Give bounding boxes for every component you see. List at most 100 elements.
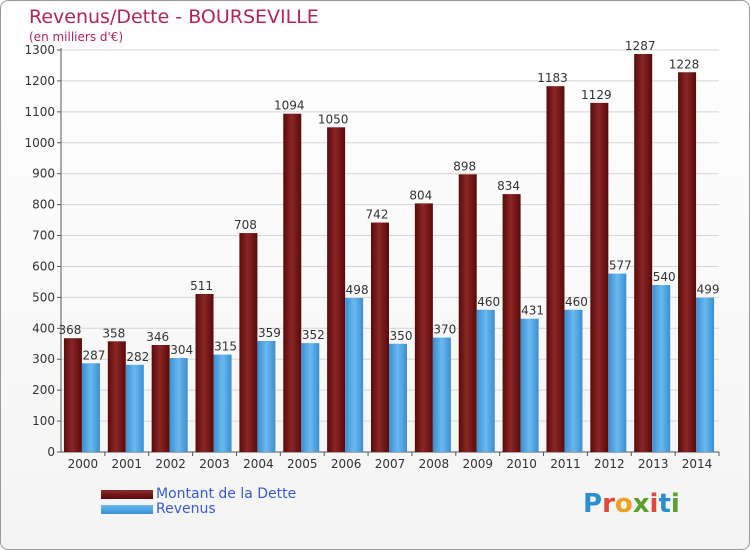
data-label-debt: 1050 [318,112,349,126]
y-tick-label: 100 [32,414,55,428]
x-tick-label: 2008 [419,457,450,471]
bar-revenue [81,363,100,452]
bar-revenue [125,364,144,452]
legend-swatch-revenue [101,505,153,514]
data-label-revenue: 282 [126,350,149,364]
x-tick-label: 2010 [506,457,537,471]
data-label-debt: 898 [453,159,476,173]
data-label-debt: 708 [234,218,257,232]
y-tick-label: 1300 [24,43,55,57]
y-tick-label: 200 [32,383,55,397]
data-label-revenue: 431 [521,304,544,318]
data-label-revenue: 540 [653,270,676,284]
x-tick-label: 2014 [682,457,713,471]
logo-letter: i [670,489,680,519]
data-label-debt: 346 [146,330,169,344]
chart-subtitle: (en milliers d'€) [29,30,124,44]
y-tick-label: 1100 [24,105,55,119]
y-tick-label: 700 [32,229,55,243]
y-tick-label: 900 [32,167,55,181]
logo-letter: x [632,489,650,519]
bar-revenue [345,298,364,452]
bar-debt [195,293,214,452]
y-tick-label: 400 [32,321,55,335]
bar-debt [371,222,389,452]
bar-debt [546,86,565,453]
bar-debt [502,194,521,452]
y-tick-label: 1200 [24,74,55,88]
data-label-revenue: 315 [214,340,237,354]
data-label-debt: 742 [366,208,389,222]
bar-revenue [520,318,539,452]
bar-debt [414,203,433,452]
x-tick-label: 2002 [155,457,186,471]
bar-revenue [608,273,627,452]
data-label-debt: 804 [409,188,432,202]
data-label-revenue: 359 [258,326,281,340]
data-label-revenue: 460 [477,295,500,309]
bar-revenue [476,309,495,452]
data-label-revenue: 577 [609,259,632,273]
data-label-revenue: 350 [390,329,413,343]
x-tick-label: 2007 [375,457,406,471]
x-tick-label: 2005 [287,457,318,471]
bar-debt [590,102,609,452]
bar-revenue [213,354,232,452]
x-tick-label: 2003 [199,457,230,471]
data-label-revenue: 499 [697,283,720,297]
bar-revenue [432,337,451,452]
bar-revenue [301,343,320,452]
data-label-debt: 1183 [537,71,568,85]
logo-letter: o [614,489,633,519]
y-tick-label: 300 [32,352,55,366]
x-tick-label: 2004 [243,457,274,471]
bar-revenue [257,340,276,452]
data-label-debt: 358 [102,326,125,340]
x-tick-label: 2006 [331,457,362,471]
y-tick-label: 600 [32,259,55,273]
bar-debt [634,54,653,453]
bar-debt [283,113,302,452]
axes: 0 100 200 300 400 500 600 700 800 900 1000 1100 1200… [24,43,720,471]
logo-letter: t [658,489,671,519]
x-tick-label: 2012 [594,457,625,471]
data-label-debt: 1094 [274,99,305,113]
data-label-revenue: 370 [433,323,456,337]
x-tick-label: 2013 [638,457,669,471]
bar-debt [458,174,477,452]
x-tick-label: 2000 [68,457,99,471]
bar-revenue [652,285,671,452]
x-tick-label: 2001 [112,457,143,471]
y-tick-label: 800 [32,198,55,212]
legend-label-debt: Montant de la Dette [156,486,297,502]
data-label-debt: 1228 [669,57,700,71]
y-tick-label: 1000 [24,136,55,150]
bar-debt [678,72,697,452]
data-label-revenue: 304 [170,343,193,357]
data-label-debt: 1287 [625,39,656,53]
data-label-debt: 1129 [581,88,612,102]
bar-revenue [169,357,188,452]
bar-debt [151,345,170,452]
y-tick-label: 0 [47,445,55,459]
logo-letter: P [583,489,603,519]
logo-letter: r [602,489,615,519]
legend-label-revenue: Revenus [156,501,216,517]
proxiti-logo: Proxiti [583,489,680,519]
x-tick-label: 2009 [462,457,493,471]
bars [63,54,715,453]
data-label-revenue: 352 [302,328,325,342]
bar-debt [239,233,258,452]
bar-revenue [564,309,583,452]
data-label-revenue: 460 [565,295,588,309]
bar-debt [107,341,126,452]
bar-debt [63,338,82,452]
logo-letter: i [649,489,659,519]
data-label-debt: 368 [58,323,81,337]
data-label-debt: 511 [190,279,213,293]
data-label-debt: 834 [497,179,520,193]
chart-title: Revenus/Dette - BOURSEVILLE [29,6,319,28]
data-label-revenue: 498 [346,283,369,297]
